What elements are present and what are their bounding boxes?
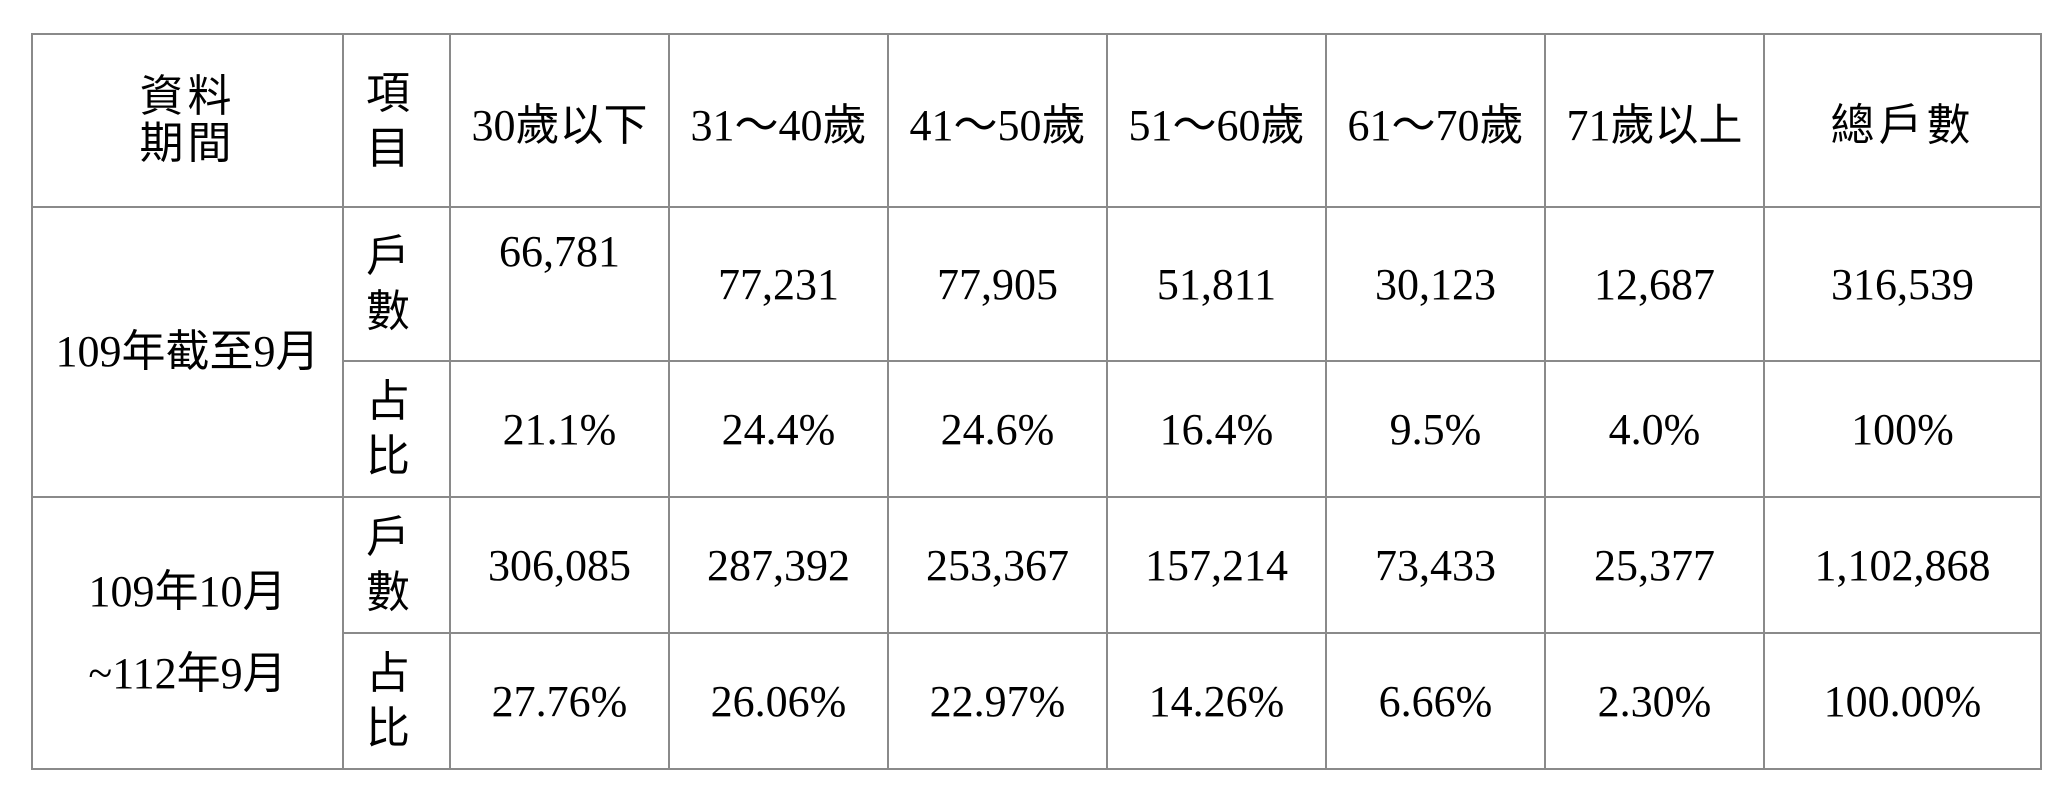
header-period-line: 資料	[139, 72, 236, 122]
period-line: 109年10月	[88, 567, 287, 616]
table-row: 109年10月 ~112年9月 戶 數 306,085 287,392 253,…	[31, 496, 2042, 770]
header-col-61-70: 61～70歲	[1325, 33, 1546, 208]
value-cell: 6.66%	[1325, 632, 1546, 770]
item-cell: 占 比	[342, 360, 451, 498]
value-cell: 287,392	[668, 496, 889, 634]
value-cell: 26.06%	[668, 632, 889, 770]
header-period-line: 期間	[139, 118, 236, 168]
header-col-over-71: 71歲以上	[1544, 33, 1765, 208]
value-cell: 16.4%	[1106, 360, 1327, 498]
table-row: 占 比 21.1% 24.4% 24.6% 16.4% 9.5% 4.0% 10…	[32, 360, 2042, 498]
header-col-51-60: 51～60歲	[1106, 33, 1327, 208]
value-cell: 21.1%	[449, 360, 670, 498]
value-cell: 24.4%	[668, 360, 889, 498]
value-cell: 100.00%	[1763, 632, 2042, 770]
value-cell: 27.76%	[449, 632, 670, 770]
value-cell: 100%	[1763, 360, 2042, 498]
value-cell: 77,231	[668, 206, 889, 362]
item-line: 占	[366, 649, 410, 698]
value-cell: 30,123	[1325, 206, 1546, 362]
table-row: 占 比 27.76% 26.06% 22.97% 14.26% 6.66% 2.…	[32, 632, 2042, 770]
table-row: 109年截至9月 戶 數 66,781 77,231 77,905 51,811…	[31, 206, 2042, 498]
value-cell: 2.30%	[1544, 632, 1765, 770]
item-cell: 占 比	[342, 632, 451, 770]
header-period: 資料 期間	[31, 33, 344, 208]
item-line: 數	[366, 568, 410, 617]
item-line: 比	[366, 432, 410, 481]
value-cell: 73,433	[1325, 496, 1546, 634]
value-cell: 306,085	[449, 496, 670, 634]
header-col-total: 總戶數	[1763, 33, 2042, 208]
value-cell: 157,214	[1106, 496, 1327, 634]
header-item-line: 目	[366, 123, 410, 173]
header-item: 項 目	[342, 33, 451, 208]
value-cell: 77,905	[887, 206, 1108, 362]
value-cell: 253,367	[887, 496, 1108, 634]
item-line: 戶	[366, 232, 410, 281]
household-age-table: 資料 期間 項 目 30歲以下 31～40歲 41～50歲 51～60歲 61～…	[31, 33, 2042, 770]
period-line: ~112年9月	[88, 649, 287, 698]
value-cell: 66,781	[449, 206, 670, 362]
value-cell: 25,377	[1544, 496, 1765, 634]
item-cell: 戶 數	[342, 206, 451, 362]
table-container: 資料 期間 項 目 30歲以下 31～40歲 41～50歲 51～60歲 61～…	[31, 33, 2042, 770]
period-line: 109年截至9月	[55, 326, 320, 376]
header-col-31-40: 31～40歲	[668, 33, 889, 208]
item-line: 戶	[366, 513, 410, 562]
value-cell: 22.97%	[887, 632, 1108, 770]
value-cell: 24.6%	[887, 360, 1108, 498]
header-row: 資料 期間 項 目 30歲以下 31～40歲 41～50歲 51～60歲 61～…	[31, 33, 2042, 208]
item-cell: 戶 數	[342, 496, 451, 634]
item-line: 占	[366, 377, 410, 426]
value-cell: 1,102,868	[1763, 496, 2042, 634]
header-col-under-30: 30歲以下	[449, 33, 670, 208]
header-col-41-50: 41～50歲	[887, 33, 1108, 208]
header-item-line: 項	[366, 68, 410, 118]
period-cell: 109年10月 ~112年9月	[31, 496, 344, 770]
value-cell: 4.0%	[1544, 360, 1765, 498]
value-cell: 14.26%	[1106, 632, 1327, 770]
item-line: 數	[366, 287, 410, 336]
value-cell: 51,811	[1106, 206, 1327, 362]
period-cell: 109年截至9月	[31, 206, 344, 498]
value-cell: 12,687	[1544, 206, 1765, 362]
value-cell: 316,539	[1763, 206, 2042, 362]
value-cell: 9.5%	[1325, 360, 1546, 498]
item-line: 比	[366, 704, 410, 753]
